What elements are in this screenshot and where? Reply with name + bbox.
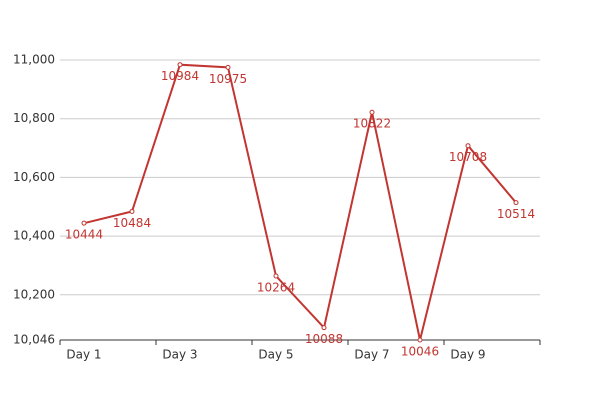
data-label: 10046 (401, 345, 439, 359)
point (417, 337, 423, 343)
point (81, 220, 87, 226)
y-tick-label: 10,046 (13, 333, 55, 347)
point (225, 64, 231, 70)
data-label: 10708 (449, 150, 487, 164)
point (321, 325, 327, 331)
data-label: 10984 (161, 69, 199, 83)
point (465, 143, 471, 149)
x-tick-label: Day 5 (258, 348, 293, 362)
point (369, 109, 375, 115)
y-tick-label: 10,800 (13, 111, 55, 125)
x-tick-label: Day 1 (66, 348, 101, 362)
point (129, 208, 135, 214)
y-tick-label: 10,400 (13, 229, 55, 243)
x-tick-label: Day 9 (450, 348, 485, 362)
data-label: 10975 (209, 72, 247, 86)
data-label: 10264 (257, 281, 295, 295)
data-label: 10444 (65, 228, 103, 242)
data-label: 10822 (353, 117, 391, 131)
x-tick-label: Day 3 (162, 348, 197, 362)
data-label: 10514 (497, 207, 535, 221)
x-tick-label: Day 7 (354, 348, 389, 362)
y-tick-label: 11,000 (13, 53, 55, 67)
point (513, 200, 519, 206)
point (273, 273, 279, 279)
data-label: 10088 (305, 332, 343, 346)
data-label: 10484 (113, 216, 151, 230)
y-tick-label: 10,200 (13, 287, 55, 301)
line (83, 63, 517, 341)
point (177, 62, 183, 68)
y-tick-label: 10,600 (13, 170, 55, 184)
